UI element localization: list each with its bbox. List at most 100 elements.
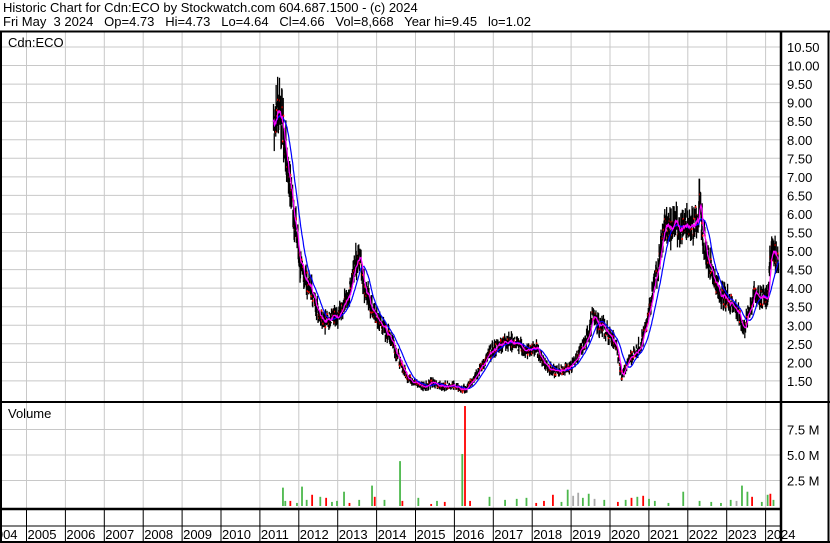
close-mark [455, 387, 457, 390]
close-mark [529, 345, 532, 348]
close-mark [353, 270, 355, 273]
volume-bar [325, 497, 328, 506]
close-mark [625, 363, 627, 366]
close-mark [600, 322, 602, 325]
close-mark [761, 303, 764, 306]
close-mark [333, 310, 336, 313]
volume-bar [572, 495, 575, 506]
year-tick-label: 2021 [650, 527, 679, 542]
close-mark [682, 218, 685, 221]
price-tick-label: 7.00 [787, 170, 812, 185]
close-mark [605, 333, 607, 336]
volume-tick-label: 5.0 M [787, 448, 820, 463]
close-mark [739, 321, 741, 324]
close-mark [648, 312, 650, 315]
price-tick-label: 5.50 [787, 226, 812, 241]
close-mark [422, 383, 424, 386]
year-tick-label: 2022 [689, 527, 718, 542]
price-tick-label: 2.00 [787, 355, 812, 370]
close-mark [535, 342, 538, 345]
volume-bar [577, 492, 580, 506]
volume-bar [430, 503, 433, 506]
close-mark [753, 287, 756, 290]
volume-bar [311, 494, 314, 506]
volume-bar [552, 494, 554, 506]
volume-bar [399, 461, 401, 506]
close-mark [500, 340, 502, 343]
volume-bar [443, 501, 446, 506]
volume-bar [729, 499, 732, 506]
close-mark [452, 386, 455, 389]
volume-bar [319, 496, 322, 506]
close-mark [416, 382, 419, 385]
volume-bar [461, 453, 464, 506]
close-mark [400, 363, 403, 366]
volume-bar [464, 406, 466, 506]
close-mark [774, 244, 777, 247]
close-mark [281, 140, 284, 143]
close-mark [364, 285, 366, 288]
close-mark [404, 367, 406, 370]
volume-label: Volume [8, 406, 51, 421]
close-mark [709, 272, 712, 275]
year-tick-label: 2011 [261, 527, 289, 542]
close-mark [565, 364, 567, 367]
close-mark [694, 206, 697, 209]
year-tick-label: 2023 [728, 527, 757, 542]
volume-bar [358, 499, 361, 506]
year-tick-label: 2013 [339, 527, 368, 542]
volume-bar [642, 495, 645, 506]
close-mark [444, 382, 447, 385]
close-mark [645, 329, 648, 332]
volume-bar [543, 500, 545, 506]
close-mark [308, 291, 310, 294]
year-tick-label: 2019 [572, 527, 601, 542]
close-mark [362, 274, 364, 277]
year-tick-label: 2024 [767, 527, 796, 542]
close-mark [359, 262, 361, 265]
grid [0, 32, 781, 542]
close-mark [567, 365, 569, 368]
close-mark [738, 309, 740, 312]
price-tick-label: 4.50 [787, 263, 812, 278]
close-mark [691, 228, 693, 231]
volume-bar [305, 499, 308, 506]
close-mark [513, 340, 516, 343]
close-mark [405, 374, 407, 377]
close-mark [725, 305, 727, 308]
volume-bar [525, 497, 528, 506]
close-mark [276, 109, 278, 112]
close-mark [462, 389, 465, 392]
volume-bar [682, 491, 685, 506]
close-mark [739, 310, 741, 313]
volume-bar [624, 499, 627, 506]
close-mark [722, 289, 724, 292]
close-mark [701, 222, 703, 225]
price-tick-label: 6.00 [787, 207, 812, 222]
close-mark [312, 299, 314, 302]
price-axis: 10.50 10.00 9.50 9.00 8.50 8.00 7.50 7.00 6.50 6.… [787, 40, 820, 389]
volume-bar [720, 502, 722, 506]
close-mark [275, 130, 277, 133]
volume-bar [735, 500, 738, 506]
volume-bar [436, 500, 438, 506]
close-mark [326, 313, 329, 316]
price-tick-label: 3.00 [787, 318, 812, 333]
year-tick-label: 2015 [417, 527, 446, 542]
volume-bar [469, 500, 471, 506]
price-tick-label: 6.50 [787, 188, 812, 203]
close-mark [662, 228, 665, 231]
close-mark [306, 271, 308, 274]
volume-bar [760, 501, 763, 506]
volume-bar [331, 501, 333, 506]
close-mark [324, 326, 327, 329]
close-mark [526, 353, 529, 356]
year-tick-label: 2020 [611, 527, 640, 542]
volume-bar [630, 497, 633, 506]
close-mark [481, 367, 483, 370]
price-tick-label: 9.00 [787, 96, 812, 111]
volume-bar [698, 500, 701, 506]
volume-bar [301, 486, 303, 506]
volume-tick-label: 2.5 M [787, 474, 820, 489]
